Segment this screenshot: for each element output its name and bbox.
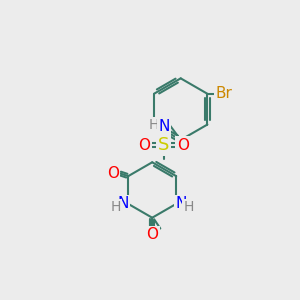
Text: H: H [148,118,159,132]
Text: N: N [117,196,128,211]
Text: S: S [158,136,169,154]
Text: O: O [107,166,119,181]
Text: Br: Br [215,86,232,101]
Text: O: O [177,138,189,153]
Text: O: O [139,138,151,153]
Text: O: O [146,227,158,242]
Text: N: N [176,196,187,211]
Text: H: H [111,200,121,214]
Text: H: H [183,200,194,214]
Text: N: N [158,118,169,134]
